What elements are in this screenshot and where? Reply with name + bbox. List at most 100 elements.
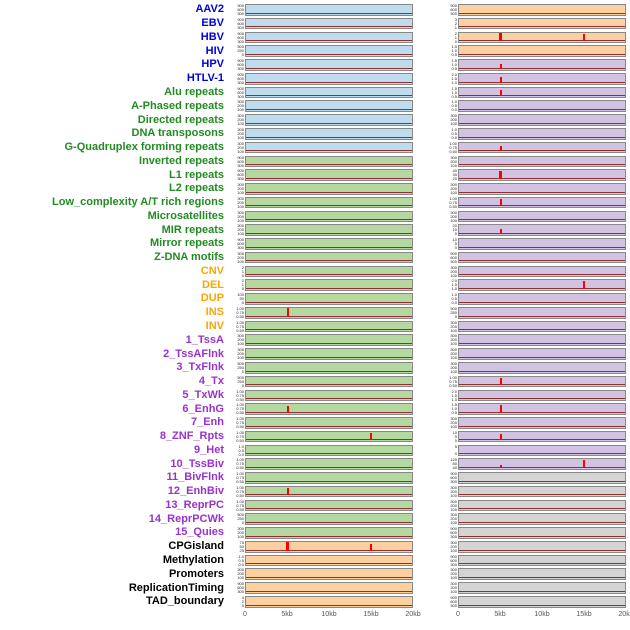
panel-left — [245, 114, 413, 126]
row-label: INV — [205, 319, 224, 332]
y-tick-label: 200 — [450, 117, 457, 123]
y-tick-label: 600 — [237, 89, 244, 95]
signal-spike — [499, 404, 502, 413]
yticks-right: 2.01.51.00.50.0 — [441, 390, 458, 402]
panel-left — [245, 306, 413, 319]
signal-baseline — [459, 411, 625, 413]
y-tick-label: 1.0 — [451, 79, 457, 85]
panel-right — [458, 4, 626, 16]
x-tick-label: 15kb — [576, 610, 592, 618]
yticks-right: 10 5 0 — [441, 431, 458, 443]
y-tick-label: 1.0 — [451, 293, 457, 298]
panel-right — [458, 403, 626, 415]
y-tick-label: 0.0 — [451, 300, 457, 305]
row-label: AAV2 — [195, 3, 224, 16]
row-label: DEL — [202, 278, 224, 291]
y-tick-label: 100 — [237, 217, 244, 223]
row-label: CNV — [200, 264, 224, 277]
y-tick-label: 250 — [237, 378, 244, 384]
panel-right — [458, 417, 626, 429]
y-tick-label: 600 — [237, 7, 244, 13]
row-label: Alu repeats — [164, 85, 224, 98]
y-tick-label: 900 — [237, 155, 244, 160]
y-tick-label: 100 — [237, 134, 244, 140]
panel-right — [458, 72, 626, 85]
row-label: 9_Het — [194, 443, 224, 456]
panel-left — [245, 334, 413, 347]
signal-spike — [582, 280, 585, 289]
signal-baseline — [246, 577, 412, 579]
row-label: Directed repeats — [137, 113, 224, 126]
y-tick-label: 200 — [237, 351, 244, 357]
x-tick-label: 0 — [456, 610, 460, 618]
panel-right — [458, 596, 626, 608]
yticks-left: 3002001000 — [228, 128, 245, 140]
signal-baseline — [246, 425, 412, 427]
y-tick-label: 0.50 — [449, 382, 457, 388]
signal-spike — [499, 76, 502, 83]
panel-left — [245, 31, 413, 44]
signal-baseline — [246, 177, 412, 179]
panel-right — [458, 389, 626, 402]
yticks-right: 3002001000 — [441, 334, 458, 346]
signal-baseline — [459, 329, 625, 331]
yticks-left: 1.000.750.500.250.00 — [228, 500, 245, 512]
panel-left — [245, 348, 413, 360]
y-tick-label: 0 — [241, 520, 244, 525]
signal-baseline — [459, 370, 625, 372]
yticks-left: 3002001000 — [228, 114, 245, 126]
y-tick-label: 0 — [241, 368, 244, 374]
signal-baseline — [246, 329, 412, 331]
y-tick-label: 250 — [237, 516, 244, 522]
yticks-right: 20 10 0 — [441, 224, 458, 236]
yticks-left: 3002001000 — [228, 348, 245, 360]
track-row: 1_TssA 3002001000 3002001000 — [0, 333, 630, 347]
y-tick-label: 200 — [237, 144, 244, 150]
y-tick-label: 2.0 — [451, 72, 457, 77]
panel-right — [458, 100, 626, 113]
y-tick-label: 100 — [237, 293, 244, 298]
signal-baseline — [246, 205, 412, 207]
row-label: Z-DNA motifs — [154, 251, 224, 264]
row-label: TAD_boundary — [145, 595, 224, 608]
y-tick-label: 300 — [450, 540, 457, 545]
signal-baseline — [459, 26, 625, 28]
y-tick-label: 100 — [450, 547, 457, 553]
y-tick-label: 1.00 — [236, 499, 244, 504]
y-tick-label: 0.5 — [451, 103, 457, 109]
y-tick-label: 1.5 — [451, 282, 457, 288]
panel-left — [245, 265, 413, 278]
panel-left — [245, 45, 413, 57]
signal-baseline — [246, 274, 412, 276]
panel-left — [245, 169, 413, 181]
yticks-right: 1.51.00.50.0 — [441, 59, 458, 71]
signal-baseline — [246, 480, 412, 482]
y-tick-label: 1.5 — [451, 75, 457, 81]
y-tick-label: 1.5 — [451, 403, 457, 408]
signal-baseline — [459, 150, 625, 152]
y-tick-label: 1.00 — [236, 389, 244, 394]
signal-baseline — [246, 122, 412, 124]
y-tick-label: 300 — [237, 24, 244, 30]
y-tick-label: 100 — [450, 424, 457, 429]
signal-baseline — [459, 356, 625, 358]
panel-right — [458, 582, 626, 594]
y-tick-label: 0.75 — [236, 488, 244, 494]
y-tick-label: 300 — [450, 320, 457, 325]
signal-baseline — [246, 439, 412, 441]
y-tick-label: 300 — [237, 183, 244, 188]
y-tick-label: 75 — [239, 540, 244, 545]
signal-baseline — [246, 95, 412, 97]
y-tick-label: 2.0 — [451, 279, 457, 284]
y-tick-label: 20 — [452, 224, 457, 229]
track-row: 5_TxWk 1.000.750.500.250.00 2.01.51.00.5… — [0, 388, 630, 402]
y-tick-label: 100 — [450, 506, 457, 512]
signal-baseline — [246, 40, 412, 42]
panel-left — [245, 389, 413, 402]
